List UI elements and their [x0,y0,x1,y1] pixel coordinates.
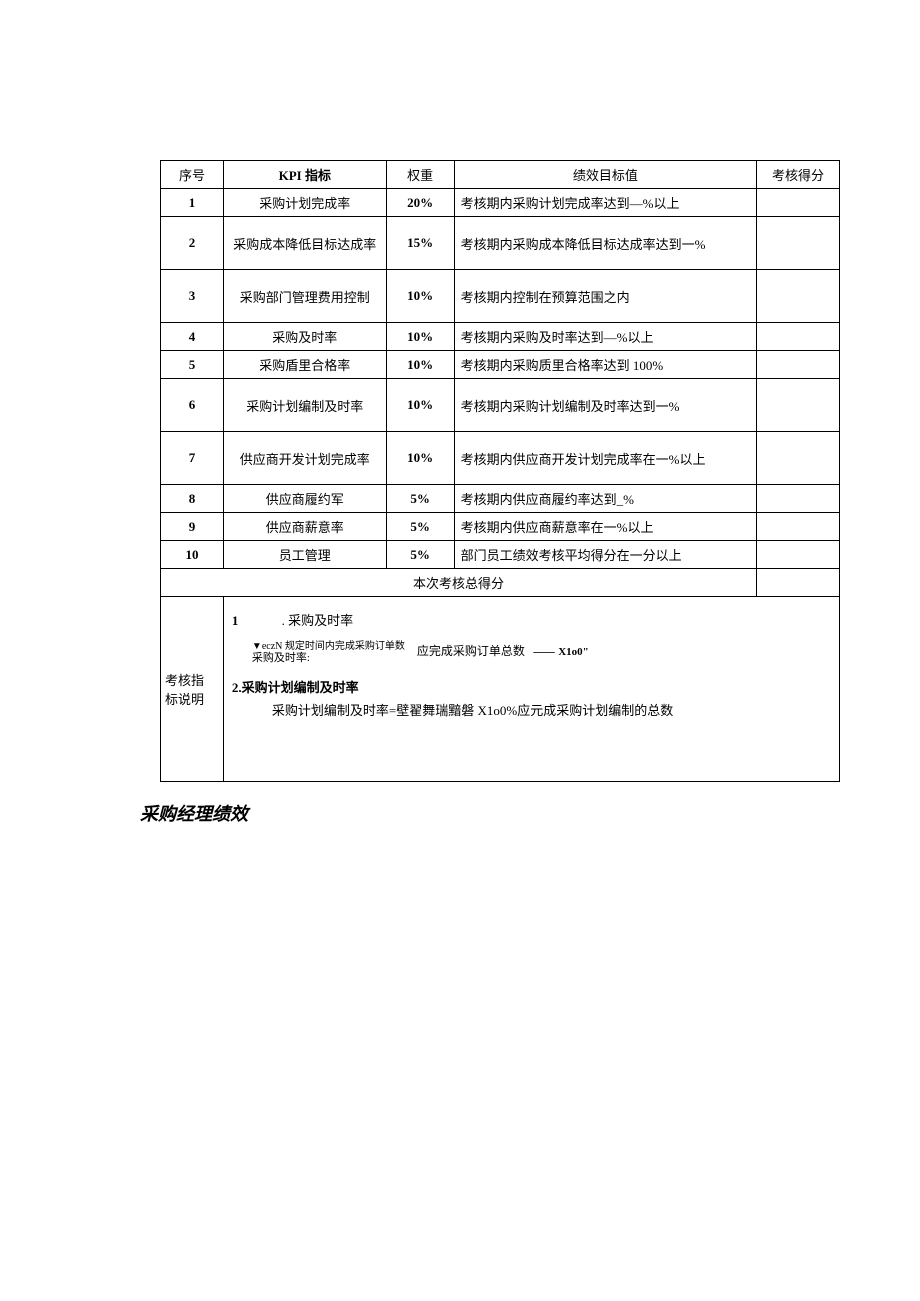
header-target: 绩效目标值 [454,161,756,189]
cell-kpi: 员工管理 [223,541,386,569]
cell-score [757,513,840,541]
cell-score [757,270,840,323]
cell-kpi: 供应商薪意率 [223,513,386,541]
header-kpi: KPI 指标 [223,161,386,189]
total-label: 本次考核总得分 [161,569,757,597]
formula-top-text: ▼eczN 规定时间内完成采购订单数 [252,641,405,652]
cell-score [757,485,840,513]
formula-lead-text: 采购及时率: [252,652,405,664]
cell-weight: 20% [386,189,454,217]
formula-fraction: 应完成采购订单总数 [413,644,529,660]
header-seq: 序号 [161,161,224,189]
cell-kpi: 采购计划编制及时率 [223,379,386,432]
cell-score [757,432,840,485]
cell-target: 考核期内控制在预算范围之内 [454,270,756,323]
cell-weight: 10% [386,351,454,379]
cell-seq: 8 [161,485,224,513]
cell-seq: 3 [161,270,224,323]
desc-item2-body: 采购计划编制及时率=壁翟舞瑞黯磐 X1o0%应元成采购计划编制的总数 [272,701,819,721]
cell-score [757,323,840,351]
cell-target: 考核期内采购质里合格率达到 100% [454,351,756,379]
desc-label-line2: 标说明 [165,692,204,707]
header-score: 考核得分 [757,161,840,189]
table-row: 6采购计划编制及时率10%考核期内采购计划编制及时率达到一% [161,379,840,432]
cell-target: 考核期内采购计划编制及时率达到一% [454,379,756,432]
cell-weight: 5% [386,513,454,541]
table-row: 5采购盾里合格率10%考核期内采购质里合格率达到 100% [161,351,840,379]
desc-content-cell: 1 . 采购及时率 ▼eczN 规定时间内完成采购订单数 采购及时率: 应完成采… [223,597,839,782]
cell-target: 考核期内供应商履约率达到_% [454,485,756,513]
cell-target: 部门员工绩效考核平均得分在一分以上 [454,541,756,569]
cell-seq: 10 [161,541,224,569]
cell-score [757,217,840,270]
cell-kpi: 供应商履约军 [223,485,386,513]
total-row: 本次考核总得分 [161,569,840,597]
cell-score [757,189,840,217]
cell-target: 考核期内采购成本降低目标达成率达到一% [454,217,756,270]
desc-item1: 1 . 采购及时率 [232,611,819,631]
cell-seq: 2 [161,217,224,270]
cell-seq: 6 [161,379,224,432]
page-title: 采购经理绩效 [140,800,830,826]
desc-row: 考核指 标说明 1 . 采购及时率 ▼eczN 规定时间内完成采购订单数 采购及… [161,597,840,782]
desc-label-line1: 考核指 [165,673,204,688]
desc-item1-num: 1 [232,611,239,631]
cell-seq: 1 [161,189,224,217]
kpi-table: 序号 KPI 指标 权重 绩效目标值 考核得分 1采购计划完成率20%考核期内采… [160,160,840,782]
header-weight: 权重 [386,161,454,189]
cell-kpi: 采购及时率 [223,323,386,351]
cell-seq: 9 [161,513,224,541]
desc-label-cell: 考核指 标说明 [161,597,224,782]
desc-item2-head: 2.采购计划编制及时率 [232,678,819,698]
cell-kpi: 供应商开发计划完成率 [223,432,386,485]
cell-score [757,379,840,432]
cell-seq: 5 [161,351,224,379]
desc-item1-title: . 采购及时率 [282,613,354,628]
table-row: 8供应商履约军5%考核期内供应商履约率达到_% [161,485,840,513]
cell-weight: 10% [386,270,454,323]
table-row: 10员工管理5%部门员工绩效考核平均得分在一分以上 [161,541,840,569]
formula-block: ▼eczN 规定时间内完成采购订单数 采购及时率: 应完成采购订单总数 ----… [252,641,819,664]
table-header-row: 序号 KPI 指标 权重 绩效目标值 考核得分 [161,161,840,189]
total-score [757,569,840,597]
cell-weight: 10% [386,323,454,351]
table-row: 7供应商开发计划完成率10%考核期内供应商开发计划完成率在一%以上 [161,432,840,485]
cell-weight: 10% [386,379,454,432]
cell-kpi: 采购部门管理费用控制 [223,270,386,323]
cell-weight: 10% [386,432,454,485]
cell-kpi: 采购成本降低目标达成率 [223,217,386,270]
table-row: 2采购成本降低目标达成率15%考核期内采购成本降低目标达成率达到一% [161,217,840,270]
formula-den: 应完成采购订单总数 [413,644,529,660]
table-row: 1采购计划完成率20%考核期内采购计划完成率达到—%以上 [161,189,840,217]
cell-weight: 5% [386,485,454,513]
cell-weight: 15% [386,217,454,270]
cell-score [757,541,840,569]
cell-kpi: 采购盾里合格率 [223,351,386,379]
cell-weight: 5% [386,541,454,569]
cell-seq: 7 [161,432,224,485]
table-row: 9供应商薪意率5%考核期内供应商薪意率在一%以上 [161,513,840,541]
table-row: 3采购部门管理费用控制10%考核期内控制在预算范围之内 [161,270,840,323]
formula-tail: X1o0" [558,644,589,661]
cell-target: 考核期内供应商薪意率在一%以上 [454,513,756,541]
table-row: 4采购及时率10%考核期内采购及时率达到—%以上 [161,323,840,351]
formula-dash: -------- [533,644,554,661]
cell-seq: 4 [161,323,224,351]
cell-kpi: 采购计划完成率 [223,189,386,217]
cell-score [757,351,840,379]
cell-target: 考核期内供应商开发计划完成率在一%以上 [454,432,756,485]
cell-target: 考核期内采购计划完成率达到—%以上 [454,189,756,217]
cell-target: 考核期内采购及时率达到—%以上 [454,323,756,351]
